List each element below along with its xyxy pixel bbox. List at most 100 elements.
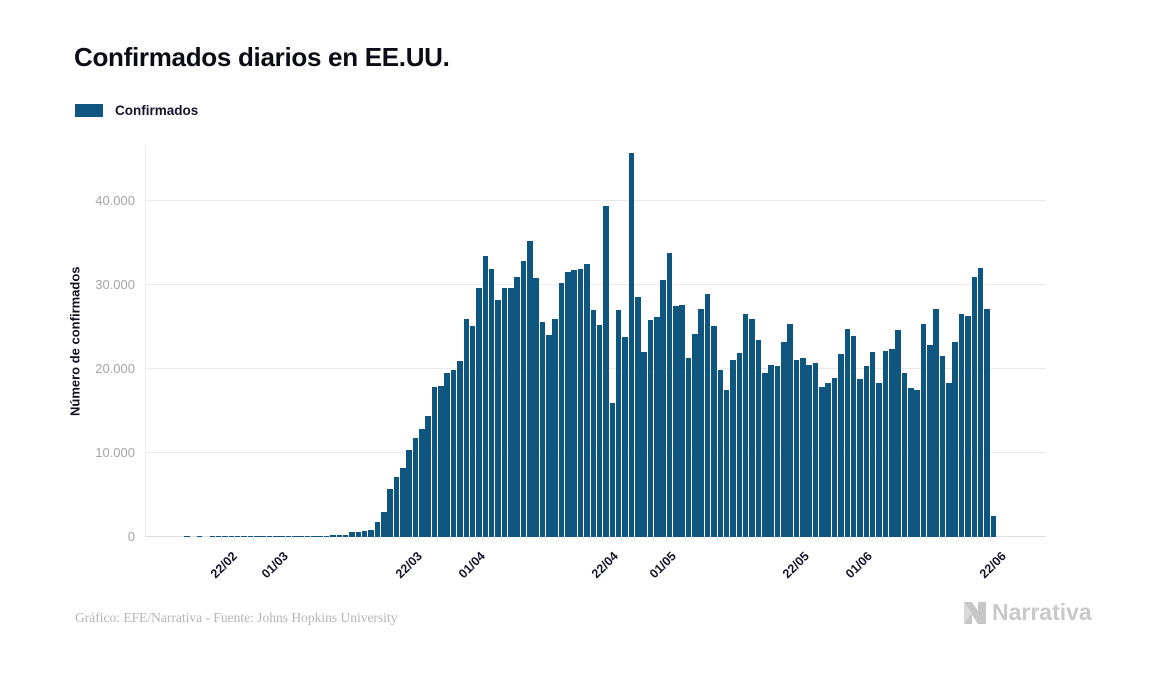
bar-16/02 bbox=[184, 536, 190, 537]
bar-23/05 bbox=[800, 358, 806, 537]
x-tick-label-01-06: 01/06 bbox=[843, 549, 876, 582]
bar-10/05 bbox=[717, 369, 724, 537]
bar-17/06 bbox=[958, 313, 965, 537]
bar-29/03 bbox=[450, 369, 457, 537]
bar-13/05 bbox=[736, 353, 743, 537]
bar-05/04 bbox=[495, 300, 501, 537]
bar-10/04 bbox=[527, 241, 533, 537]
y-tick-label-0: 0 bbox=[127, 529, 135, 544]
chart-legend: Confirmados bbox=[75, 103, 198, 118]
bar-11/03 bbox=[336, 534, 343, 537]
bar-11/06 bbox=[920, 323, 927, 537]
bar-09/05 bbox=[711, 326, 717, 537]
bar-22/06 bbox=[990, 516, 997, 537]
chart-canvas bbox=[145, 145, 1046, 537]
bar-06/04 bbox=[501, 288, 508, 537]
bar-27/05 bbox=[825, 383, 832, 537]
bar-18/03 bbox=[380, 511, 387, 537]
bar-07/05 bbox=[698, 308, 705, 537]
bar-22/03 bbox=[406, 449, 412, 537]
bar-24/04 bbox=[615, 310, 622, 537]
narrativa-logo-text: Narrativa bbox=[992, 599, 1092, 625]
x-tick-label-22-02: 22/02 bbox=[208, 549, 241, 582]
bar-27/02 bbox=[253, 536, 260, 537]
bar-08/03 bbox=[317, 536, 324, 537]
bar-23/04 bbox=[609, 403, 616, 537]
bar-22/02 bbox=[222, 536, 228, 537]
bar-04/03 bbox=[292, 536, 298, 537]
bar-22/04 bbox=[603, 206, 609, 537]
bar-16/05 bbox=[755, 340, 762, 537]
bar-05/03 bbox=[298, 536, 304, 537]
bar-18/05 bbox=[768, 364, 774, 537]
bar-23/03 bbox=[412, 437, 419, 537]
x-tick-label-01-05: 01/05 bbox=[646, 549, 679, 582]
bar-07/03 bbox=[311, 536, 317, 537]
narrativa-n-icon bbox=[964, 601, 986, 624]
bar-13/03 bbox=[349, 532, 355, 537]
x-tick-label-22-03: 22/03 bbox=[392, 549, 425, 582]
bar-01/05 bbox=[660, 279, 666, 537]
bar-04/06 bbox=[876, 383, 882, 537]
bar-15/03 bbox=[361, 530, 368, 537]
bar-28/04 bbox=[641, 352, 647, 537]
bar-01/03 bbox=[273, 536, 279, 537]
bar-01/06 bbox=[857, 379, 863, 537]
bar-27/03 bbox=[438, 385, 444, 537]
bar-08/06 bbox=[901, 373, 908, 537]
bar-18/06 bbox=[965, 316, 971, 537]
bar-12/04 bbox=[539, 321, 546, 537]
bar-03/05 bbox=[673, 306, 679, 537]
bar-29/05 bbox=[838, 353, 844, 537]
bar-20/04 bbox=[590, 310, 597, 537]
bar-14/06 bbox=[939, 356, 946, 537]
bar-26/02 bbox=[247, 536, 254, 537]
bar-19/03 bbox=[387, 489, 393, 537]
x-tick-label-22-06: 22/06 bbox=[976, 549, 1009, 582]
y-tick-label-40.000: 40.000 bbox=[95, 193, 135, 208]
bar-12/05 bbox=[730, 359, 736, 537]
bar-19/04 bbox=[584, 264, 590, 537]
bar-28/05 bbox=[831, 378, 838, 537]
bar-24/03 bbox=[419, 428, 425, 537]
narrativa-logo: Narrativa bbox=[962, 599, 1092, 626]
bar-02/06 bbox=[863, 366, 870, 537]
bar-31/03 bbox=[463, 318, 470, 537]
bar-13/04 bbox=[546, 335, 552, 537]
bar-28/02 bbox=[260, 536, 266, 537]
bar-30/04 bbox=[654, 316, 660, 537]
bar-14/04 bbox=[552, 318, 558, 537]
bar-25/03 bbox=[425, 416, 431, 537]
bar-17/03 bbox=[374, 522, 381, 537]
bar-25/04 bbox=[622, 337, 628, 537]
bar-26/05 bbox=[819, 386, 825, 537]
bar-03/03 bbox=[285, 536, 292, 537]
x-tick-label-01-03: 01/03 bbox=[259, 549, 292, 582]
bar-26/04 bbox=[628, 153, 635, 537]
bar-30/03 bbox=[457, 360, 463, 537]
bar-21/03 bbox=[400, 468, 406, 537]
bar-24/05 bbox=[806, 364, 812, 537]
bar-18/02 bbox=[196, 536, 203, 537]
bar-14/05 bbox=[742, 313, 749, 537]
bar-13/06 bbox=[933, 309, 939, 537]
bar-17/05 bbox=[761, 373, 768, 537]
bar-05/05 bbox=[685, 358, 692, 537]
bar-31/05 bbox=[850, 336, 857, 537]
bar-29/02 bbox=[266, 536, 273, 537]
bar-04/05 bbox=[679, 305, 685, 537]
bar-03/04 bbox=[482, 256, 489, 537]
legend-swatch-confirmados bbox=[75, 104, 103, 117]
bar-09/06 bbox=[908, 388, 914, 537]
bar-15/06 bbox=[946, 383, 952, 537]
bar-08/05 bbox=[704, 294, 711, 537]
bar-20/06 bbox=[977, 268, 984, 537]
bar-14/03 bbox=[355, 532, 362, 537]
footer-credit: Gráfico: EFE/Narrativa - Fuente: Johns H… bbox=[75, 610, 398, 625]
bar-18/04 bbox=[577, 269, 584, 537]
bar-19/06 bbox=[971, 276, 978, 537]
bar-12/06 bbox=[927, 345, 933, 537]
bar-30/05 bbox=[844, 328, 851, 537]
y-tick-label-10.000: 10.000 bbox=[95, 445, 135, 460]
x-tick-label-22-05: 22/05 bbox=[779, 549, 812, 582]
